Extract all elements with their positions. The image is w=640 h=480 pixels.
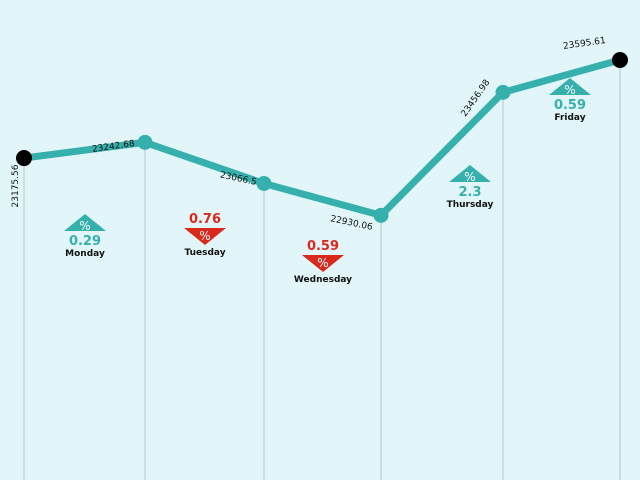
change-annotation-3: 0.59% Wednesday (294, 239, 352, 285)
percent-symbol: % (79, 219, 90, 233)
change-percent: 0.59 (307, 239, 339, 254)
day-label: Tuesday (184, 248, 225, 258)
value-label-1: 23242.68 (91, 139, 135, 155)
change-percent: 2.3 (458, 185, 481, 200)
day-label: Thursday (447, 200, 494, 210)
day-label: Monday (65, 249, 105, 259)
change-percent: 0.29 (69, 234, 101, 249)
data-point-2 (256, 175, 272, 191)
data-point-5 (612, 52, 628, 69)
change-percent: 0.76 (189, 212, 221, 227)
value-label-5: 23595.61 (562, 36, 606, 52)
down-arrow-icon (302, 255, 344, 272)
data-point-1 (137, 134, 153, 150)
percent-symbol: % (464, 170, 475, 184)
day-label: Wednesday (294, 275, 352, 285)
value-label-0: 23175.56 (11, 164, 21, 207)
data-point-4 (495, 84, 511, 100)
series-line (20, 56, 624, 219)
down-arrow-icon (184, 228, 226, 245)
up-arrow-icon (549, 78, 591, 95)
value-label-3: 22930.06 (329, 214, 373, 233)
percent-symbol: % (564, 83, 575, 97)
drop-lines (23, 60, 621, 480)
data-point-0 (16, 150, 32, 167)
value-labels: 23175.5623242.6823066.522930.0623456.982… (11, 36, 606, 233)
up-arrow-icon (449, 165, 491, 182)
change-annotation-2: 0.76% Tuesday (184, 212, 226, 258)
up-arrow-icon (64, 214, 106, 231)
data-point-3 (373, 207, 389, 223)
day-label: Friday (554, 113, 585, 123)
percent-symbol: % (199, 229, 210, 243)
change-percent: 0.59 (554, 98, 586, 113)
percent-symbol: % (317, 256, 328, 270)
data-points (16, 52, 628, 223)
